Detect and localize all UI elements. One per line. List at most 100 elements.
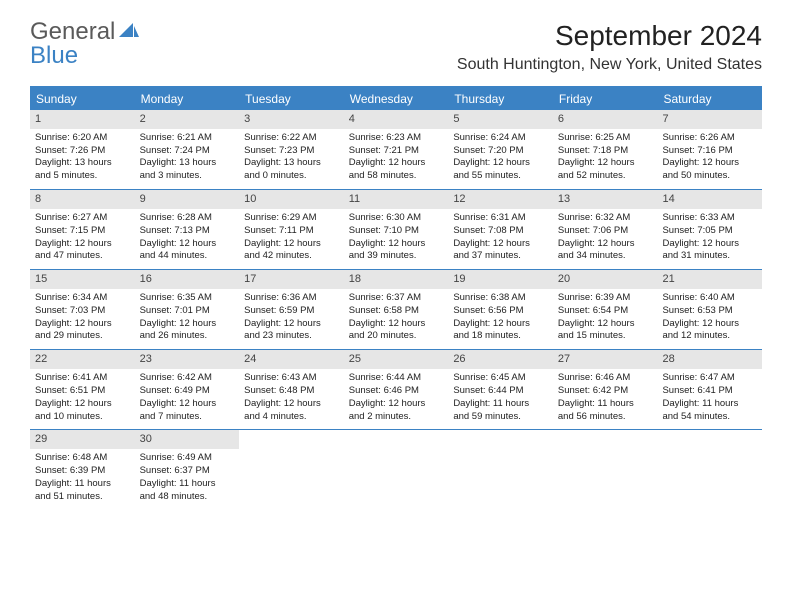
- day-cell: 2Sunrise: 6:21 AMSunset: 7:24 PMDaylight…: [135, 110, 240, 189]
- sunset-text: Sunset: 7:03 PM: [35, 305, 130, 318]
- daylight-text: Daylight: 12 hours: [244, 318, 339, 331]
- day-cell: 15Sunrise: 6:34 AMSunset: 7:03 PMDayligh…: [30, 270, 135, 349]
- daylight-text: Daylight: 12 hours: [453, 318, 548, 331]
- sunset-text: Sunset: 6:42 PM: [558, 385, 653, 398]
- day-cell: 7Sunrise: 6:26 AMSunset: 7:16 PMDaylight…: [657, 110, 762, 189]
- sunset-text: Sunset: 6:44 PM: [453, 385, 548, 398]
- sunrise-text: Sunrise: 6:47 AM: [662, 372, 757, 385]
- day-number: 19: [448, 270, 553, 289]
- daylight-text: Daylight: 12 hours: [662, 238, 757, 251]
- logo-sail-icon: [119, 20, 139, 44]
- sunrise-text: Sunrise: 6:22 AM: [244, 132, 339, 145]
- sunrise-text: Sunrise: 6:34 AM: [35, 292, 130, 305]
- day-number: 29: [30, 430, 135, 449]
- day-cell: 12Sunrise: 6:31 AMSunset: 7:08 PMDayligh…: [448, 190, 553, 269]
- daylight-text: and 15 minutes.: [558, 330, 653, 343]
- daylight-text: and 48 minutes.: [140, 491, 235, 504]
- day-number: 8: [30, 190, 135, 209]
- sunset-text: Sunset: 6:58 PM: [349, 305, 444, 318]
- daylight-text: and 4 minutes.: [244, 411, 339, 424]
- day-cell: [553, 430, 658, 509]
- day-number: 30: [135, 430, 240, 449]
- daylight-text: and 37 minutes.: [453, 250, 548, 263]
- daylight-text: Daylight: 11 hours: [140, 478, 235, 491]
- daylight-text: and 54 minutes.: [662, 411, 757, 424]
- daylight-text: Daylight: 12 hours: [453, 238, 548, 251]
- day-number: 17: [239, 270, 344, 289]
- day-cell: 21Sunrise: 6:40 AMSunset: 6:53 PMDayligh…: [657, 270, 762, 349]
- daylight-text: and 29 minutes.: [35, 330, 130, 343]
- week-row: 22Sunrise: 6:41 AMSunset: 6:51 PMDayligh…: [30, 350, 762, 430]
- day-cell: 9Sunrise: 6:28 AMSunset: 7:13 PMDaylight…: [135, 190, 240, 269]
- weekday-header: Saturday: [657, 88, 762, 110]
- day-number: 3: [239, 110, 344, 129]
- daylight-text: Daylight: 12 hours: [558, 238, 653, 251]
- daylight-text: Daylight: 11 hours: [35, 478, 130, 491]
- day-number: 18: [344, 270, 449, 289]
- sunset-text: Sunset: 7:21 PM: [349, 145, 444, 158]
- sunrise-text: Sunrise: 6:23 AM: [349, 132, 444, 145]
- sunrise-text: Sunrise: 6:26 AM: [662, 132, 757, 145]
- logo: General Blue: [30, 20, 139, 68]
- sunrise-text: Sunrise: 6:33 AM: [662, 212, 757, 225]
- day-cell: 10Sunrise: 6:29 AMSunset: 7:11 PMDayligh…: [239, 190, 344, 269]
- daylight-text: and 5 minutes.: [35, 170, 130, 183]
- day-number: 7: [657, 110, 762, 129]
- day-cell: 20Sunrise: 6:39 AMSunset: 6:54 PMDayligh…: [553, 270, 658, 349]
- daylight-text: and 10 minutes.: [35, 411, 130, 424]
- sunrise-text: Sunrise: 6:28 AM: [140, 212, 235, 225]
- daylight-text: and 23 minutes.: [244, 330, 339, 343]
- day-cell: [448, 430, 553, 509]
- sunset-text: Sunset: 7:18 PM: [558, 145, 653, 158]
- daylight-text: and 44 minutes.: [140, 250, 235, 263]
- sunrise-text: Sunrise: 6:43 AM: [244, 372, 339, 385]
- calendar: SundayMondayTuesdayWednesdayThursdayFrid…: [30, 86, 762, 509]
- sunrise-text: Sunrise: 6:27 AM: [35, 212, 130, 225]
- sunrise-text: Sunrise: 6:42 AM: [140, 372, 235, 385]
- day-cell: 23Sunrise: 6:42 AMSunset: 6:49 PMDayligh…: [135, 350, 240, 429]
- sunset-text: Sunset: 7:10 PM: [349, 225, 444, 238]
- day-number: 22: [30, 350, 135, 369]
- sunset-text: Sunset: 6:56 PM: [453, 305, 548, 318]
- daylight-text: Daylight: 13 hours: [140, 157, 235, 170]
- sunset-text: Sunset: 6:49 PM: [140, 385, 235, 398]
- day-cell: 28Sunrise: 6:47 AMSunset: 6:41 PMDayligh…: [657, 350, 762, 429]
- day-number: 16: [135, 270, 240, 289]
- daylight-text: Daylight: 11 hours: [662, 398, 757, 411]
- day-cell: 19Sunrise: 6:38 AMSunset: 6:56 PMDayligh…: [448, 270, 553, 349]
- logo-text-main: General: [30, 18, 115, 45]
- day-number: 11: [344, 190, 449, 209]
- daylight-text: and 26 minutes.: [140, 330, 235, 343]
- day-cell: 18Sunrise: 6:37 AMSunset: 6:58 PMDayligh…: [344, 270, 449, 349]
- day-cell: 11Sunrise: 6:30 AMSunset: 7:10 PMDayligh…: [344, 190, 449, 269]
- weekday-header: Monday: [135, 88, 240, 110]
- daylight-text: and 47 minutes.: [35, 250, 130, 263]
- sunset-text: Sunset: 7:05 PM: [662, 225, 757, 238]
- sunset-text: Sunset: 6:48 PM: [244, 385, 339, 398]
- sunset-text: Sunset: 6:54 PM: [558, 305, 653, 318]
- sunset-text: Sunset: 6:51 PM: [35, 385, 130, 398]
- daylight-text: Daylight: 12 hours: [35, 398, 130, 411]
- day-number: 21: [657, 270, 762, 289]
- daylight-text: Daylight: 12 hours: [349, 157, 444, 170]
- daylight-text: and 56 minutes.: [558, 411, 653, 424]
- day-number: 28: [657, 350, 762, 369]
- day-number: 12: [448, 190, 553, 209]
- weekday-header-row: SundayMondayTuesdayWednesdayThursdayFrid…: [30, 88, 762, 110]
- weekday-header: Tuesday: [239, 88, 344, 110]
- day-number: 2: [135, 110, 240, 129]
- sunrise-text: Sunrise: 6:41 AM: [35, 372, 130, 385]
- sunset-text: Sunset: 7:11 PM: [244, 225, 339, 238]
- sunrise-text: Sunrise: 6:20 AM: [35, 132, 130, 145]
- month-title: September 2024: [457, 20, 762, 52]
- daylight-text: and 3 minutes.: [140, 170, 235, 183]
- logo-text-sub: Blue: [30, 42, 78, 69]
- week-row: 8Sunrise: 6:27 AMSunset: 7:15 PMDaylight…: [30, 190, 762, 270]
- sunrise-text: Sunrise: 6:48 AM: [35, 452, 130, 465]
- daylight-text: and 18 minutes.: [453, 330, 548, 343]
- location: South Huntington, New York, United State…: [457, 56, 762, 74]
- day-number: 24: [239, 350, 344, 369]
- day-cell: [657, 430, 762, 509]
- week-row: 1Sunrise: 6:20 AMSunset: 7:26 PMDaylight…: [30, 110, 762, 190]
- sunset-text: Sunset: 7:23 PM: [244, 145, 339, 158]
